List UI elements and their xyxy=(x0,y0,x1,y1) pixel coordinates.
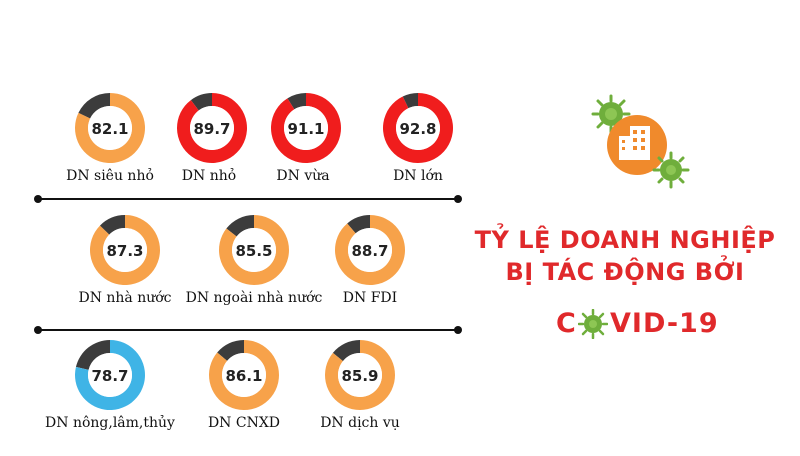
divider-dot-left xyxy=(34,326,42,334)
donut-value-label: 89.7 xyxy=(193,120,230,138)
donut-value-label: 87.3 xyxy=(106,242,143,260)
donut-category-label: DN nhỏ xyxy=(182,167,236,184)
donut-value-label: 91.1 xyxy=(287,120,324,138)
donut-value-slice xyxy=(177,93,248,163)
donut-remainder-slice xyxy=(75,340,110,370)
building-icon xyxy=(619,126,650,160)
donut-hole xyxy=(338,353,382,397)
divider-dot-right xyxy=(454,326,462,334)
donut-value-slice xyxy=(270,93,341,163)
donut-remainder-slice xyxy=(287,93,306,110)
donut-hole xyxy=(88,353,132,397)
donut-value-label: 88.7 xyxy=(351,242,388,260)
donut-value-slice xyxy=(335,215,405,285)
donut-hole xyxy=(222,353,266,397)
donut-category-label: DN ngoài nhà nước xyxy=(186,289,323,306)
donut-remainder-slice xyxy=(99,215,125,235)
donut-hole xyxy=(348,228,392,272)
title-line-1: TỶ LỆ DOANH NGHIỆP xyxy=(474,226,776,254)
donut-category-label: DN siêu nhỏ xyxy=(66,167,154,184)
donut-hole xyxy=(103,228,147,272)
covid-19-wordmark: C VID-19 xyxy=(556,306,736,342)
donut-category-label: DN CNXD xyxy=(208,415,280,431)
building-virus-icon xyxy=(591,94,690,189)
donut-value-label: 78.7 xyxy=(91,367,128,385)
virus-icon xyxy=(577,308,609,340)
donut-remainder-slice xyxy=(347,215,370,234)
donut-remainder-slice xyxy=(226,215,254,237)
donut-hole xyxy=(396,106,440,150)
donut-remainder-slice xyxy=(402,93,418,109)
donut-value-slice xyxy=(75,93,145,163)
donut-hole xyxy=(232,228,276,272)
title-line-2: BỊ TÁC ĐỘNG BỞI xyxy=(505,258,745,286)
donut-remainder-slice xyxy=(217,340,244,361)
donut-value-slice xyxy=(208,340,279,410)
donut-hole xyxy=(190,106,234,150)
donut-hole xyxy=(88,106,132,150)
donut-category-label: DN nông,lâm,thủy xyxy=(45,414,175,431)
donut-category-label: DN lớn xyxy=(393,168,443,184)
covid-letter-c: C xyxy=(556,308,576,339)
donut-value-label: 92.8 xyxy=(399,120,436,138)
covid-text-rest: VID-19 xyxy=(610,308,719,339)
donut-value-slice xyxy=(75,340,145,410)
divider-dot-right xyxy=(454,195,462,203)
divider-dot-left xyxy=(34,195,42,203)
donut-category-label: DN vừa xyxy=(276,168,329,184)
donut-value-slice xyxy=(383,93,454,164)
donut-remainder-slice xyxy=(78,93,110,119)
donut-value-label: 82.1 xyxy=(91,120,128,138)
donut-category-label: DN FDI xyxy=(343,290,397,306)
donut-category-label: DN dịch vụ xyxy=(320,415,400,431)
donut-value-slice xyxy=(218,215,290,285)
donut-value-label: 85.9 xyxy=(341,367,378,385)
donut-value-label: 86.1 xyxy=(225,367,262,385)
donut-remainder-slice xyxy=(190,93,212,111)
donut-remainder-slice xyxy=(332,340,360,362)
donut-value-label: 85.5 xyxy=(235,242,272,260)
donut-value-slice xyxy=(324,340,395,410)
donut-hole xyxy=(284,106,328,150)
donut-value-slice xyxy=(89,215,160,285)
donut-category-label: DN nhà nước xyxy=(78,289,171,306)
virus-bottom-right-icon xyxy=(652,151,690,189)
